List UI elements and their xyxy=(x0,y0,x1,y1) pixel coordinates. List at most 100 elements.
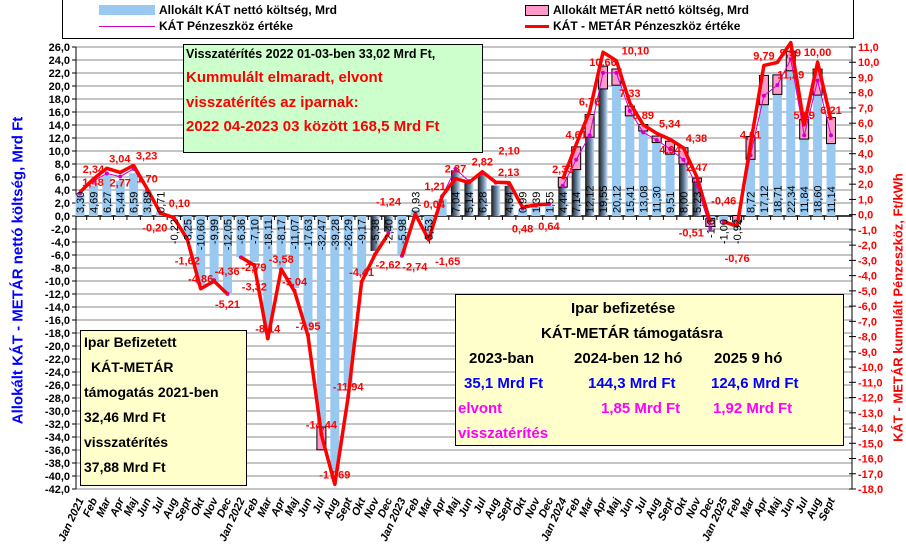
col-header-2023: 2023-ban xyxy=(469,350,535,367)
value-2023: 35,1 Mrd Ft xyxy=(464,375,544,392)
kat-bar-label: -9,17 xyxy=(357,219,369,244)
total-line-label: -3,58 xyxy=(269,254,294,266)
y2-tick-label: 7,0 xyxy=(858,103,873,115)
y-tick-label: 26,0 xyxy=(49,42,70,54)
kat-bar-label: 0,93 xyxy=(410,192,422,213)
total-line-label: 2,82 xyxy=(472,157,493,169)
kat-bar-label: 18,60 xyxy=(813,185,825,213)
kat-bar xyxy=(625,115,635,216)
y2-tick-label: 2,0 xyxy=(858,179,873,191)
y-tick-label: -30,0 xyxy=(45,406,70,418)
kat-bar xyxy=(678,164,688,216)
total-line-label: -0,20 xyxy=(142,223,167,235)
total-line-label: -0,51 xyxy=(679,227,704,239)
note-title: Ipar befizetése xyxy=(571,300,676,317)
kat-bar-label: 15,41 xyxy=(625,185,637,213)
y-tick-label: -16,0 xyxy=(45,315,70,327)
kat-bar-label: -18,11 xyxy=(263,219,275,249)
total-line-label: 0,04 xyxy=(424,199,446,211)
kat-bar-label: 7,04 xyxy=(451,192,463,213)
legend-label: Allokált KÁT nettó költség, Mrd xyxy=(159,3,338,17)
y2-tick-label: -14,0 xyxy=(858,423,883,435)
kat-bar-label: 18,71 xyxy=(772,185,784,213)
kat-bar-label: 19,55 xyxy=(598,185,610,213)
kat-bar-label: -2,40 xyxy=(383,219,395,244)
kat-bar-label: -9,99 xyxy=(209,219,221,244)
kat-bar-label: -0,22 xyxy=(169,219,181,244)
y2-tick-label: 11,0 xyxy=(858,42,879,54)
y-tick-label: -24,0 xyxy=(45,367,70,379)
note-line: Visszatérítés 2022 01-03-ben 33,02 Mrd F… xyxy=(186,47,436,61)
y-tick-label: -12,0 xyxy=(45,289,70,301)
y-tick-label: -14,0 xyxy=(45,302,70,314)
industry-payments-box: Ipar befizetése KÁT-METÁR támogatásra 20… xyxy=(455,294,844,446)
kat-bar-label: -5,98 xyxy=(397,219,409,244)
kat-bar-label: -26,29 xyxy=(343,219,355,250)
kat-bar xyxy=(330,216,340,472)
y-tick-label: -38,0 xyxy=(45,458,70,470)
kat-line-point xyxy=(560,183,565,188)
y-tick-label: -42,0 xyxy=(45,484,70,496)
refund-note-box: Visszatérítés 2022 01-03-ben 33,02 Mrd F… xyxy=(183,44,483,153)
y2-tick-label: -4,0 xyxy=(858,271,877,283)
y-tick-label: 24,0 xyxy=(49,55,70,67)
kat-bar-label: 8,00 xyxy=(678,192,690,213)
y2-tick-label: 8,0 xyxy=(858,88,873,100)
total-line-label: -0,76 xyxy=(725,253,750,265)
x-tick-label: Sept xyxy=(817,495,839,523)
kat-bar xyxy=(276,216,286,270)
kat-bar xyxy=(182,216,192,238)
kat-bar-label: -3,53 xyxy=(424,219,436,244)
y-tick-label: -22,0 xyxy=(45,354,70,366)
total-line-label: 3,04 xyxy=(109,153,131,165)
kat-bar xyxy=(451,170,460,216)
kat-bar-label: -1,6 xyxy=(705,219,717,238)
kat-bar xyxy=(209,216,219,281)
kat-bar xyxy=(303,216,313,331)
kat-bar xyxy=(746,159,756,216)
kat-bar-label: -3,25 xyxy=(182,219,194,244)
kat-line-point xyxy=(802,133,807,138)
kat-bar-label: 7,14 xyxy=(571,192,583,213)
kat-bar xyxy=(772,94,782,216)
industry-2021-box: Ipar Befizetett KÁT-METÁR támogatás 2021… xyxy=(80,330,247,486)
y-tick-label: 12,0 xyxy=(49,133,70,145)
y2-tick-label: -13,0 xyxy=(858,408,883,420)
y-tick-label: -6,0 xyxy=(51,250,70,262)
y2-tick-label: 1,0 xyxy=(858,194,873,206)
kat-bar-label: 0,71 xyxy=(155,192,167,213)
legend-label: KÁT - METÁR Pénzeszköz értéke xyxy=(553,19,741,33)
kat-bar xyxy=(343,216,353,387)
total-line-label: 2,13 xyxy=(498,167,519,179)
y2-tick-label: -10,0 xyxy=(858,362,883,374)
y-tick-label: -36,0 xyxy=(45,445,70,457)
kat-bar xyxy=(249,216,259,263)
kat-bar xyxy=(223,216,233,295)
y-tick-label: 18,0 xyxy=(49,94,70,106)
kat-bar-label: 9,51 xyxy=(665,192,677,213)
y-tick-label: 4,0 xyxy=(55,185,70,197)
note-line: visszatérítés xyxy=(84,434,169,450)
total-line-label: 3,23 xyxy=(136,150,157,162)
total-line-label: 5,34 xyxy=(659,118,681,130)
y2-tick-label: 9,0 xyxy=(858,72,873,84)
metar-bar-swatch-icon xyxy=(525,4,549,16)
kat-bar xyxy=(437,199,447,216)
y-tick-label: 6,0 xyxy=(55,172,70,184)
y-tick-label: 10,0 xyxy=(49,146,70,158)
kat-bar xyxy=(759,104,769,216)
kat-bar xyxy=(491,185,501,216)
y2-tick-label: -18,0 xyxy=(858,484,883,496)
kat-bar-label: -6,36 xyxy=(236,219,248,244)
y2-tick-label: -11,0 xyxy=(858,377,882,389)
total-line-label: 6,21 xyxy=(820,105,841,117)
kat-bar xyxy=(142,190,152,216)
kat-bar xyxy=(571,169,581,216)
kat-line-point xyxy=(815,78,820,83)
kat-line-point xyxy=(614,70,619,75)
kat-line-point xyxy=(829,133,833,138)
kat-line-point xyxy=(627,109,632,114)
y-tick-label: -28,0 xyxy=(45,393,70,405)
legend-label: Allokált METÁR nettó költség, Mrd xyxy=(553,3,750,17)
